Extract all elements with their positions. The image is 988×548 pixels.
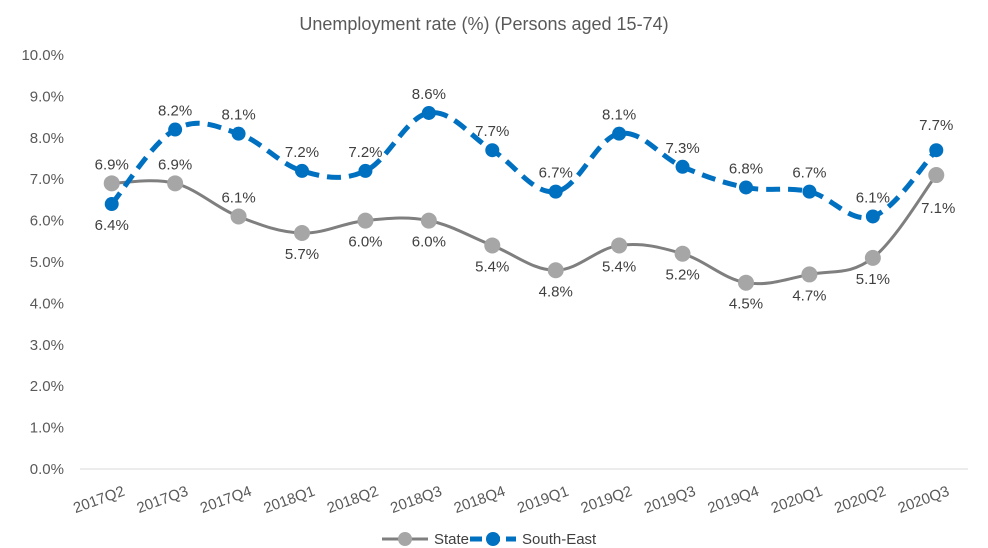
- data-point-south-east: [739, 180, 753, 195]
- data-point-south-east: [548, 184, 563, 199]
- data-label-state: 6.9%: [95, 156, 129, 173]
- legend: State South-East: [382, 531, 597, 548]
- data-label-south-east: 6.7%: [539, 165, 573, 182]
- x-tick-label: 2019Q2: [579, 483, 635, 517]
- legend-label-state: State: [434, 531, 469, 548]
- data-label-state: 4.5%: [729, 296, 763, 313]
- data-point-state: [738, 274, 754, 291]
- data-point-state: [357, 212, 374, 229]
- data-label-state: 5.7%: [285, 246, 319, 263]
- data-label-south-east: 7.2%: [348, 144, 382, 161]
- data-label-state: 4.7%: [792, 287, 826, 304]
- data-point-state: [864, 249, 881, 266]
- x-tick-label: 2020Q3: [896, 483, 952, 517]
- data-point-state: [167, 175, 184, 192]
- legend-marker-south-east: [486, 532, 500, 546]
- data-point-state: [484, 237, 501, 254]
- data-point-state: [928, 167, 945, 184]
- legend-label-south-east: South-East: [522, 531, 597, 548]
- data-label-south-east: 6.7%: [792, 165, 826, 182]
- data-labels: 6.9% 6.9% 6.1% 5.7% 6.0% 6.0% 5.4% 4.8% 5.4% 5.2%…: [95, 86, 956, 313]
- y-tick-label: 9.0%: [30, 88, 64, 105]
- y-tick-label: 10.0%: [21, 47, 64, 64]
- x-tick-label: 2019Q1: [515, 483, 571, 517]
- data-point-state: [547, 262, 564, 279]
- data-label-south-east: 6.4%: [95, 217, 129, 234]
- series-layer: [103, 105, 945, 291]
- data-label-state: 5.2%: [665, 267, 699, 284]
- x-tick-label: 2018Q2: [325, 483, 381, 517]
- y-tick-label: 6.0%: [30, 213, 64, 230]
- x-tick-label: 2018Q3: [388, 483, 444, 517]
- x-tick-label: 2017Q4: [198, 483, 254, 517]
- x-tick-label: 2018Q1: [261, 483, 317, 517]
- data-label-state: 6.0%: [348, 234, 382, 251]
- data-point-south-east: [421, 105, 436, 120]
- legend-marker-state: [398, 532, 412, 546]
- data-point-south-east: [802, 184, 817, 199]
- x-tick-label: 2017Q2: [71, 483, 127, 517]
- y-tick-label: 1.0%: [30, 420, 64, 437]
- y-axis: 0.0% 1.0% 2.0% 3.0% 4.0% 5.0% 6.0% 7.0% 8.0% 9.0%…: [21, 47, 64, 478]
- data-label-south-east: 6.1%: [856, 189, 890, 206]
- y-tick-label: 8.0%: [30, 130, 64, 147]
- data-point-south-east: [104, 197, 119, 212]
- data-label-south-east: 8.6%: [412, 86, 446, 103]
- data-label-south-east: 8.1%: [602, 107, 636, 124]
- data-point-south-east: [865, 209, 880, 224]
- data-label-state: 6.0%: [412, 234, 446, 251]
- y-tick-label: 5.0%: [30, 254, 64, 271]
- y-tick-label: 3.0%: [30, 337, 64, 354]
- data-label-south-east: 6.8%: [729, 160, 763, 177]
- data-label-south-east: 7.7%: [475, 123, 509, 140]
- data-label-state: 6.9%: [158, 156, 192, 173]
- data-label-state: 6.1%: [221, 189, 255, 206]
- data-point-state: [674, 245, 691, 262]
- data-point-state: [611, 237, 628, 254]
- chart-title: Unemployment rate (%) (Persons aged 15-7…: [299, 14, 668, 34]
- x-tick-label: 2020Q2: [832, 483, 888, 517]
- data-label-state: 5.4%: [475, 258, 509, 275]
- data-point-south-east: [675, 159, 690, 174]
- x-tick-label: 2018Q4: [452, 483, 508, 517]
- data-point-state: [103, 175, 120, 192]
- data-point-state: [294, 225, 310, 242]
- data-point-state: [801, 266, 818, 283]
- data-label-south-east: 8.1%: [221, 107, 255, 124]
- y-tick-label: 2.0%: [30, 378, 64, 395]
- data-label-south-east: 8.2%: [158, 103, 192, 120]
- x-tick-label: 2019Q4: [705, 483, 761, 517]
- x-tick-label: 2020Q1: [769, 483, 825, 517]
- x-tick-label: 2019Q3: [642, 483, 698, 517]
- data-point-south-east: [295, 163, 309, 178]
- data-label-state: 5.1%: [856, 271, 890, 288]
- y-tick-label: 4.0%: [30, 295, 64, 312]
- data-point-south-east: [612, 126, 627, 141]
- data-point-state: [230, 208, 247, 225]
- data-label-south-east: 7.2%: [285, 144, 319, 161]
- data-point-south-east: [358, 163, 373, 178]
- data-point-state: [420, 212, 437, 229]
- data-label-state: 4.8%: [539, 283, 573, 300]
- x-axis: 2017Q2 2017Q3 2017Q4 2018Q1 2018Q2 2018Q3 2018…: [71, 468, 968, 517]
- data-point-south-east: [168, 122, 183, 137]
- data-label-state: 5.4%: [602, 258, 636, 275]
- x-tick-label: 2017Q3: [135, 483, 191, 517]
- data-point-south-east: [485, 143, 500, 158]
- y-tick-label: 7.0%: [30, 171, 64, 188]
- data-label-south-east: 7.7%: [919, 117, 953, 134]
- data-point-south-east: [231, 126, 246, 141]
- data-point-south-east: [929, 143, 944, 158]
- data-label-south-east: 7.3%: [665, 140, 699, 157]
- data-label-state: 7.1%: [921, 200, 955, 217]
- y-tick-label: 0.0%: [30, 461, 64, 478]
